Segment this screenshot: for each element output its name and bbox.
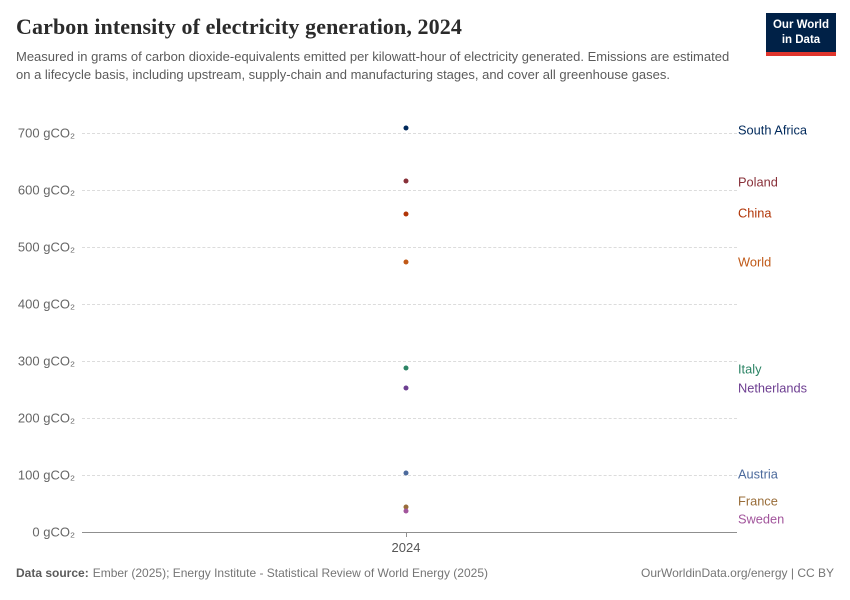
data-point-poland[interactable] [403,178,409,184]
data-source-label: Data source: [16,566,89,580]
gridline [82,361,737,362]
x-tick-mark [406,532,407,537]
entity-label-italy[interactable]: Italy [738,361,762,377]
owid-logo-line2: in Data [781,33,821,46]
entity-label-world[interactable]: World [738,254,772,270]
chart-footer: Data source: Ember (2025); Energy Institu… [16,566,834,580]
entity-label-china[interactable]: China [738,205,772,221]
entity-label-south-africa[interactable]: South Africa [738,122,808,138]
gridline [82,304,737,305]
data-point-france[interactable] [403,504,409,510]
chart-header: Carbon intensity of electricity generati… [16,14,756,85]
gridline [82,247,737,248]
y-tick-label: 500 gCO₂ [17,239,75,255]
y-tick-label: 300 gCO₂ [17,353,75,369]
data-source: Data source: Ember (2025); Energy Institu… [16,566,488,580]
gridline [82,133,737,134]
owid-logo-line1: Our World [772,19,829,31]
gridline [82,190,737,191]
chart-subtitle: Measured in grams of carbon dioxide-equi… [16,49,730,83]
y-tick-label: 600 gCO₂ [17,182,75,198]
data-point-italy[interactable] [403,365,409,371]
entity-label-poland[interactable]: Poland [738,174,778,190]
y-tick-label: 0 gCO₂ [32,524,75,540]
y-tick-label: 700 gCO₂ [17,125,75,141]
y-tick-label: 100 gCO₂ [17,467,75,483]
x-tick-label: 2024 [391,540,421,555]
gridline [82,475,737,476]
data-point-sweden[interactable] [403,508,409,514]
data-point-netherlands[interactable] [403,385,409,391]
entity-label-austria[interactable]: Austria [738,466,778,482]
y-tick-label: 200 gCO₂ [17,410,75,426]
entity-label-netherlands[interactable]: Netherlands [738,380,808,396]
data-source-text: Ember (2025); Energy Institute - Statist… [92,566,488,580]
entity-label-sweden[interactable]: Sweden [738,511,785,527]
data-point-china[interactable] [403,211,409,217]
x-axis-line [82,532,737,533]
data-point-world[interactable] [403,259,409,265]
footer-link[interactable]: OurWorldinData.org/energy | CC BY [641,566,834,580]
data-point-austria[interactable] [403,470,409,476]
gridline [82,418,737,419]
owid-logo[interactable]: Our World in Data [766,13,836,56]
y-tick-label: 400 gCO₂ [17,296,75,312]
data-point-south-africa[interactable] [403,125,409,131]
entity-label-france[interactable]: France [738,493,778,509]
chart-title: Carbon intensity of electricity generati… [16,14,462,39]
